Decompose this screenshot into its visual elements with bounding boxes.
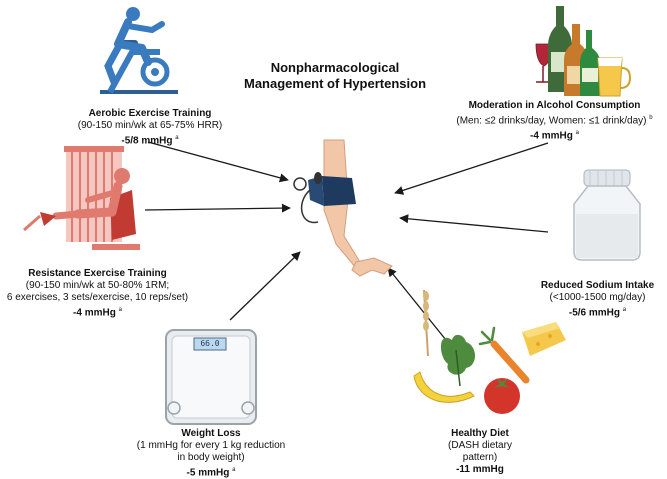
aerobic-detail-1: (90-150 min/wk at 65-75% HRR) bbox=[77, 120, 223, 131]
healthy-food-icon bbox=[413, 289, 566, 414]
label-alcohol: Moderation in Alcohol Consumption (Men: … bbox=[447, 100, 662, 143]
sodium-value-line: -5/6 mmHg a bbox=[530, 304, 665, 319]
weight-detail-1: (1 mmHg for every 1 kg reduction bbox=[136, 440, 286, 451]
sodium-value: -5/6 mmHg bbox=[568, 307, 620, 319]
diagram-title: Nonpharmacological Management of Hyperte… bbox=[240, 60, 430, 92]
title-line-2: Management of Hypertension bbox=[243, 76, 427, 91]
diet-value: -11 mmHg bbox=[456, 464, 504, 475]
arrows bbox=[144, 141, 549, 346]
resistance-value-line: -4 mmHg a bbox=[0, 304, 195, 319]
resistance-detail-2: 6 exercises, 3 sets/exercise, 10 reps/se… bbox=[6, 292, 189, 303]
alcohol-detail-sup: b bbox=[649, 115, 653, 121]
aerobic-heading: Aerobic Exercise Training bbox=[88, 108, 212, 119]
label-aerobic: Aerobic Exercise Training (90-150 min/wk… bbox=[50, 108, 250, 147]
weight-machine-icon bbox=[23, 146, 140, 250]
label-resistance: Resistance Exercise Training (90-150 min… bbox=[0, 268, 195, 319]
alcohol-detail-line: (Men: ≤2 drinks/day, Women: ≤1 drink/day… bbox=[447, 112, 662, 127]
exercise-bike-icon bbox=[100, 7, 178, 94]
weight-detail-2: in body weight) bbox=[177, 452, 245, 463]
resistance-value: -4 mmHg bbox=[73, 307, 116, 319]
aerobic-value: -5/8 mmHg bbox=[121, 135, 173, 147]
salt-jar-icon bbox=[573, 169, 641, 261]
label-weight-loss: Weight Loss (1 mmHg for every 1 kg reduc… bbox=[126, 428, 296, 479]
alcohol-value: -4 mmHg bbox=[530, 130, 573, 142]
alcohol-value-line: -4 mmHg a bbox=[447, 127, 662, 142]
weight-value: -5 mmHg bbox=[186, 467, 230, 479]
bathroom-scale-icon bbox=[165, 329, 257, 425]
arrow-diet bbox=[387, 267, 451, 346]
scale-display: 66.0 bbox=[200, 339, 220, 348]
sodium-detail-1: (<1000-1500 mg/day) bbox=[549, 292, 646, 303]
weight-value-sup: a bbox=[232, 467, 236, 473]
diet-heading: Healthy Diet bbox=[451, 428, 509, 439]
resistance-detail-1: (90-150 min/wk at 50-80% 1RM; bbox=[25, 280, 170, 291]
diet-detail-1: (DASH dietary bbox=[448, 440, 512, 451]
sodium-heading: Reduced Sodium Intake bbox=[540, 280, 655, 291]
aerobic-value-line: -5/8 mmHg a bbox=[50, 132, 250, 147]
arrow-sodium bbox=[399, 214, 549, 233]
resistance-heading: Resistance Exercise Training bbox=[28, 268, 167, 279]
resistance-value-sup: a bbox=[118, 307, 122, 313]
title-line-1: Nonpharmacological bbox=[270, 60, 400, 75]
weight-heading: Weight Loss bbox=[181, 428, 241, 439]
arrow-aerobic bbox=[147, 141, 289, 183]
arrow-resistance bbox=[144, 203, 291, 213]
arrow-alcohol bbox=[394, 142, 549, 195]
label-sodium: Reduced Sodium Intake (<1000-1500 mg/day… bbox=[530, 280, 665, 319]
sodium-value-sup: a bbox=[622, 307, 627, 313]
diet-detail-2: pattern) bbox=[462, 452, 498, 463]
label-healthy-diet: Healthy Diet (DASH dietary pattern) -11 … bbox=[420, 428, 540, 476]
aerobic-value-sup: a bbox=[175, 135, 179, 141]
alcohol-heading: Moderation in Alcohol Consumption bbox=[468, 100, 641, 111]
alcohol-value-sup: a bbox=[575, 130, 579, 137]
alcohol-bottles-icon bbox=[535, 6, 632, 97]
arm-blood-pressure-cuff-icon bbox=[293, 139, 393, 277]
alcohol-detail-1: (Men: ≤2 drinks/day, Women: ≤1 drink/day… bbox=[456, 115, 647, 127]
weight-value-line: -5 mmHg a bbox=[126, 464, 296, 479]
arrow-weight bbox=[229, 251, 301, 321]
